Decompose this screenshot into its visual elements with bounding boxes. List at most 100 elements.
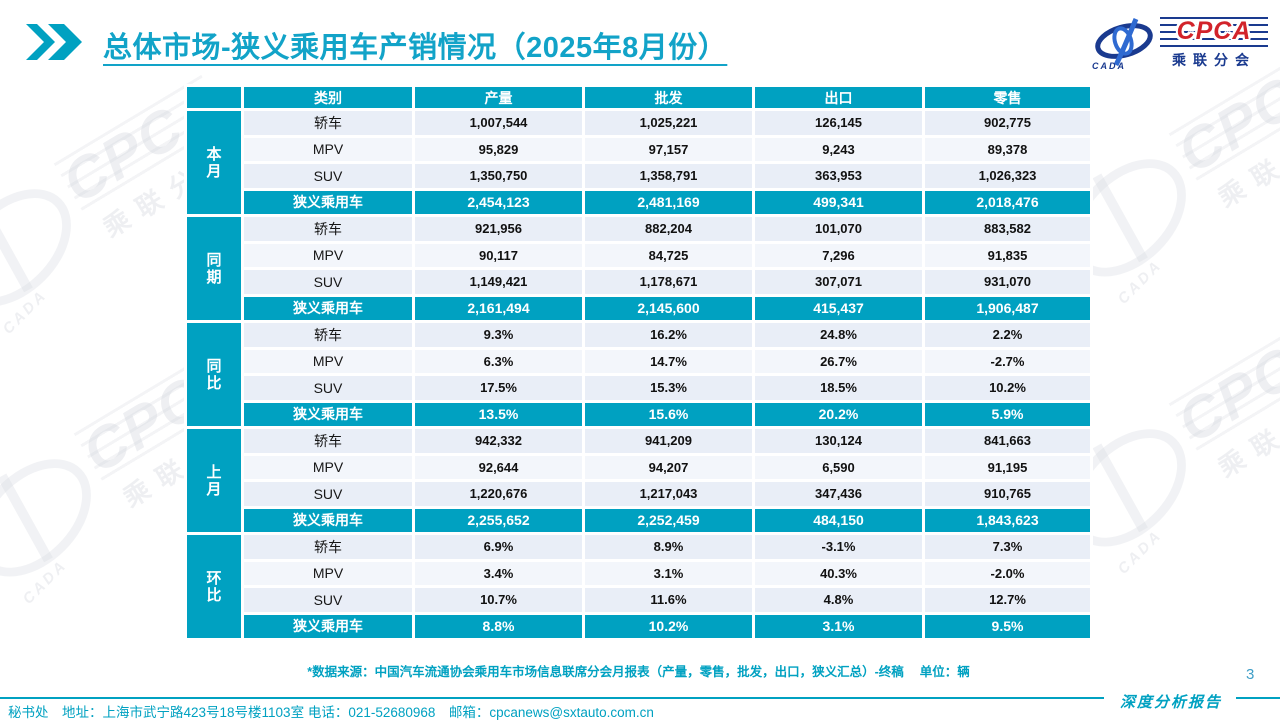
- value-cell: 1,217,043: [585, 482, 752, 506]
- value-cell: 10.7%: [415, 588, 582, 612]
- summary-value-cell: 2,145,600: [585, 296, 752, 320]
- footer-contact: 秘书处 地址：上海市武宁路423号18号楼1103室 电话：021-526809…: [8, 705, 654, 720]
- category-cell: SUV: [244, 270, 412, 294]
- value-cell: 3.4%: [415, 561, 582, 585]
- value-cell: 14.7%: [585, 349, 752, 373]
- logo-subtitle: 乘联分会: [1172, 51, 1256, 68]
- value-cell: 942,332: [415, 429, 582, 453]
- value-cell: 6.9%: [415, 535, 582, 559]
- value-cell: 15.3%: [585, 376, 752, 400]
- table-row: SUV 10.7% 11.6% 4.8% 12.7%: [187, 588, 1090, 612]
- summary-value-cell: 3.1%: [755, 614, 922, 638]
- column-header-3: 出口: [755, 87, 922, 108]
- summary-label-cell: 狭义乘用车: [244, 508, 412, 532]
- value-cell: 1,026,323: [925, 164, 1090, 188]
- summary-value-cell: 499,341: [755, 190, 922, 214]
- group-label: 同期: [187, 217, 241, 320]
- table-row: MPV 6.3% 14.7% 26.7% -2.7%: [187, 349, 1090, 373]
- column-header-2: 批发: [585, 87, 752, 108]
- value-cell: 95,829: [415, 137, 582, 161]
- category-cell: 轿车: [244, 111, 412, 135]
- value-cell: 6.3%: [415, 349, 582, 373]
- cpca-wordmark: CPCA: [1176, 17, 1252, 45]
- value-cell: 1,149,421: [415, 270, 582, 294]
- summary-value-cell: 20.2%: [755, 402, 922, 426]
- value-cell: 882,204: [585, 217, 752, 241]
- value-cell: 931,070: [925, 270, 1090, 294]
- value-cell: 10.2%: [925, 376, 1090, 400]
- table-row: SUV 1,350,750 1,358,791 363,953 1,026,323: [187, 164, 1090, 188]
- page-title: 总体市场-狭义乘用车产销情况（2025年8月份）: [103, 32, 728, 64]
- value-cell: 84,725: [585, 243, 752, 267]
- summary-label-cell: 狭义乘用车: [244, 614, 412, 638]
- value-cell: -2.0%: [925, 561, 1090, 585]
- summary-value-cell: 15.6%: [585, 402, 752, 426]
- header-corner-cell: [187, 87, 241, 108]
- production-sales-table: 类别 产量 批发 出口 零售 本月轿车 1,007,544 1,025,221 126,145…: [184, 84, 1093, 641]
- summary-value-cell: 2,454,123: [415, 190, 582, 214]
- value-cell: 94,207: [585, 455, 752, 479]
- value-cell: 24.8%: [755, 323, 922, 347]
- value-cell: 11.6%: [585, 588, 752, 612]
- footer-rule-right: [1236, 697, 1280, 699]
- group-label: 环比: [187, 535, 241, 638]
- summary-value-cell: 13.5%: [415, 402, 582, 426]
- value-cell: 91,195: [925, 455, 1090, 479]
- table-head: 类别 产量 批发 出口 零售: [187, 87, 1090, 108]
- cada-ellipse-icon: CADA: [1092, 17, 1156, 71]
- summary-value-cell: 2,255,652: [415, 508, 582, 532]
- value-cell: -3.1%: [755, 535, 922, 559]
- value-cell: 7.3%: [925, 535, 1090, 559]
- summary-value-cell: 1,843,623: [925, 508, 1090, 532]
- value-cell: 883,582: [925, 217, 1090, 241]
- value-cell: 921,956: [415, 217, 582, 241]
- category-cell: 轿车: [244, 217, 412, 241]
- table-row: 上月轿车 942,332 941,209 130,124 841,663: [187, 429, 1090, 532]
- summary-value-cell: 10.2%: [585, 614, 752, 638]
- watermark-cpca-text: CPCA: [1167, 311, 1280, 456]
- summary-label-cell: 狭义乘用车: [244, 296, 412, 320]
- value-cell: 1,178,671: [585, 270, 752, 294]
- logo-stripes: CPCA: [1160, 16, 1268, 47]
- value-cell: 90,117: [415, 243, 582, 267]
- table-row: SUV 1,149,421 1,178,671 307,071 931,070: [187, 270, 1090, 294]
- value-cell: 130,124: [755, 429, 922, 453]
- value-cell: 101,070: [755, 217, 922, 241]
- value-cell: 1,358,791: [585, 164, 752, 188]
- column-header-4: 零售: [925, 87, 1090, 108]
- value-cell: 902,775: [925, 111, 1090, 135]
- column-header-1: 产量: [415, 87, 582, 108]
- data-source-footnote: *数据来源：中国汽车流通协会乘用车市场信息联席分会月报表（产量，零售，批发，出口…: [307, 665, 970, 679]
- table-row: 同比轿车 9.3% 16.2% 24.8% 2.2%: [187, 323, 1090, 426]
- value-cell: 363,953: [755, 164, 922, 188]
- summary-value-cell: 2,161,494: [415, 296, 582, 320]
- table-row: MPV 92,644 94,207 6,590 91,195: [187, 455, 1090, 479]
- summary-value-cell: 2,018,476: [925, 190, 1090, 214]
- group-label: 同比: [187, 323, 241, 426]
- double-chevron-icon: [26, 24, 86, 60]
- value-cell: 1,220,676: [415, 482, 582, 506]
- value-cell: 12.7%: [925, 588, 1090, 612]
- value-cell: 6,590: [755, 455, 922, 479]
- table-row: 环比轿车 6.9% 8.9% -3.1% 7.3%: [187, 535, 1090, 638]
- value-cell: 1,025,221: [585, 111, 752, 135]
- value-cell: 910,765: [925, 482, 1090, 506]
- value-cell: 1,350,750: [415, 164, 582, 188]
- category-cell: MPV: [244, 455, 412, 479]
- value-cell: 40.3%: [755, 561, 922, 585]
- summary-row: 狭义乘用车 2,161,494 2,145,600 415,437 1,906,487: [187, 296, 1090, 320]
- summary-row: 狭义乘用车 2,255,652 2,252,459 484,150 1,843,623: [187, 508, 1090, 532]
- category-cell: MPV: [244, 137, 412, 161]
- table-row: MPV 90,117 84,725 7,296 91,835: [187, 243, 1090, 267]
- value-cell: 1,007,544: [415, 111, 582, 135]
- watermark-subtitle: 乘联分会: [1212, 109, 1280, 214]
- cpca-logo: CADA CPCA 乘联分会: [1092, 14, 1268, 72]
- summary-value-cell: 8.8%: [415, 614, 582, 638]
- production-sales-table-wrap: 类别 产量 批发 出口 零售 本月轿车 1,007,544 1,025,221 126,145…: [184, 84, 1093, 641]
- watermark-cada-ellipse-icon: CADA: [0, 166, 94, 337]
- watermark-subtitle: 乘联分会: [1212, 379, 1280, 484]
- summary-value-cell: 2,252,459: [585, 508, 752, 532]
- summary-value-cell: 415,437: [755, 296, 922, 320]
- table-row: 本月轿车 1,007,544 1,025,221 126,145 902,775: [187, 111, 1090, 214]
- header-row: 类别 产量 批发 出口 零售: [187, 87, 1090, 108]
